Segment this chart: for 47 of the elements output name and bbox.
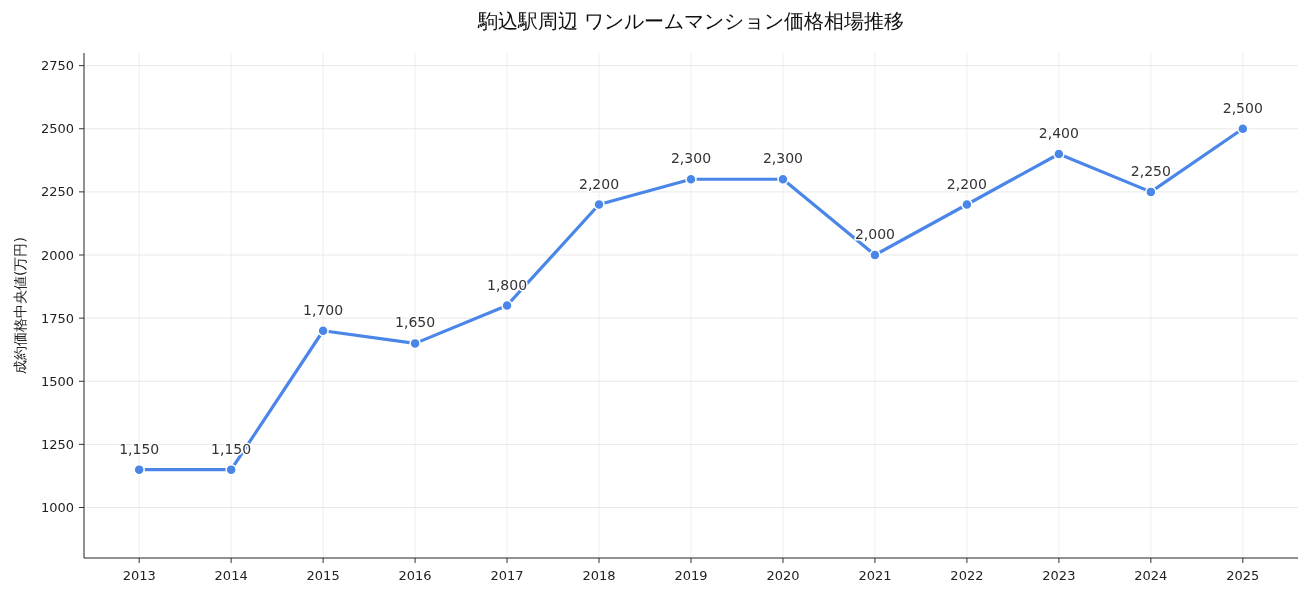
point	[777, 173, 789, 185]
y-tick-label: 1250	[40, 436, 74, 452]
data-label: 2,200	[946, 175, 987, 192]
x-tick-label: 2020	[766, 568, 800, 583]
data-label: 1,650	[395, 314, 436, 331]
y-tick-label: 1500	[40, 373, 74, 389]
point	[501, 299, 513, 312]
x-tick-label: 2024	[1134, 568, 1168, 583]
y-tick-label: 2000	[40, 247, 74, 263]
y-axis-title: 成約価格中央値(万円)	[12, 237, 28, 374]
data-label: 1,700	[303, 301, 344, 318]
x-tick-label: 2022	[950, 568, 984, 583]
y-tick-label: 2750	[40, 58, 74, 74]
point	[409, 337, 421, 350]
y-tick-label: 2500	[40, 121, 74, 137]
point	[317, 325, 329, 337]
x-tick-label: 2019	[674, 568, 708, 583]
data-label: 2,300	[762, 150, 804, 167]
y-tick-label: 1000	[40, 500, 74, 515]
x-tick-label: 2025	[1226, 568, 1260, 583]
data-label: 2,500	[1222, 99, 1263, 116]
data-label: 2,000	[854, 226, 895, 242]
x-tick-label: 2016	[398, 568, 432, 583]
point	[1145, 186, 1157, 198]
point	[869, 249, 881, 261]
x-tick-label: 2018	[582, 568, 616, 583]
point	[685, 173, 697, 185]
data-label: 1,800	[487, 276, 528, 293]
x-tick-label: 2021	[858, 568, 892, 583]
data-label: 1,150	[119, 440, 160, 457]
x-tick-label: 2014	[214, 568, 248, 583]
x-tick-label: 2015	[306, 568, 340, 583]
data-label: 2,250	[1130, 162, 1171, 179]
point	[1053, 148, 1065, 160]
point	[961, 198, 973, 211]
chart-title: 駒込駅周辺 ワンルームマンション価格相場推移	[476, 9, 905, 33]
x-tick-label: 2023	[1042, 568, 1076, 583]
point	[593, 198, 605, 211]
y-tick-label: 1750	[40, 310, 74, 326]
y-tick-label: 2250	[40, 184, 74, 200]
data-label: 2,400	[1038, 125, 1079, 141]
data-label: 2,300	[670, 150, 712, 167]
point	[225, 463, 237, 476]
x-tick-label: 2017	[490, 568, 524, 583]
x-tick-label: 2013	[122, 568, 156, 583]
point	[1237, 123, 1249, 135]
data-label: 2,200	[578, 175, 620, 192]
